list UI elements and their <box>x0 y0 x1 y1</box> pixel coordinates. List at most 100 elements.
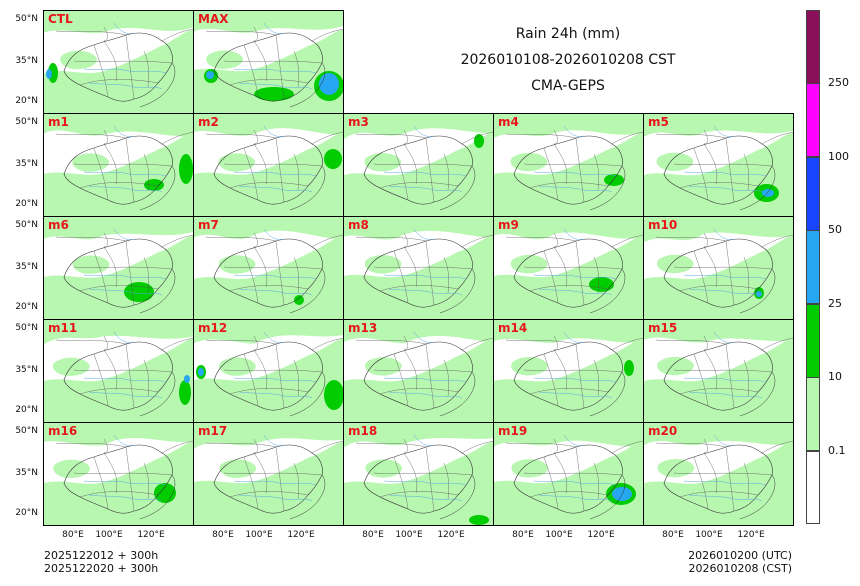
country-border <box>513 341 623 411</box>
light-rain-area <box>72 153 109 172</box>
coastline <box>289 165 326 211</box>
latitude-label: 20°N <box>15 96 38 106</box>
province-border <box>93 353 109 407</box>
river <box>88 288 163 296</box>
province-border <box>275 137 285 203</box>
river <box>533 480 617 486</box>
latitude-label: 20°N <box>15 302 38 312</box>
province-border <box>703 335 708 351</box>
light-rain-area <box>194 441 343 525</box>
map-panel-m11: m11 <box>43 319 194 423</box>
light-rain-area <box>644 132 793 216</box>
province-border <box>161 28 193 42</box>
map-panel-m18: m18 <box>343 422 494 526</box>
province-border <box>403 335 408 351</box>
map-panel-m20: m20 <box>643 422 794 526</box>
province-border <box>393 456 409 510</box>
province-border <box>355 236 427 242</box>
country-border <box>63 341 173 411</box>
province-border <box>529 285 609 292</box>
river <box>713 228 735 240</box>
country-border <box>213 238 323 308</box>
province-border <box>253 40 267 82</box>
longitude-label: 120°E <box>737 530 765 540</box>
province-border <box>55 133 127 139</box>
province-border <box>461 131 493 145</box>
river <box>688 391 763 399</box>
member-label: m8 <box>348 218 369 232</box>
rain-map <box>494 114 643 216</box>
moderate-rain-area <box>469 515 489 525</box>
province-border <box>761 131 793 145</box>
colorbar-segment <box>806 450 820 525</box>
light-rain-area <box>44 114 193 137</box>
province-border <box>655 442 727 448</box>
river <box>713 125 735 137</box>
province-border <box>523 163 623 167</box>
colorbar-tick-label: 25 <box>828 296 842 310</box>
rain-map <box>44 114 193 216</box>
province-border <box>393 147 409 201</box>
heavy-rain-area <box>184 375 190 383</box>
light-rain-area <box>44 11 193 33</box>
moderate-rain-area <box>154 483 176 503</box>
rain-map <box>494 423 643 525</box>
province-border <box>103 335 108 351</box>
colorbar-tick-label: 0.1 <box>828 443 846 457</box>
province-border <box>161 440 193 454</box>
province-border <box>253 143 267 185</box>
rain-map <box>44 11 193 113</box>
province-border <box>673 369 773 373</box>
province-border <box>73 163 173 167</box>
river <box>113 434 135 446</box>
province-border <box>673 472 773 476</box>
rain-map <box>344 423 493 525</box>
light-rain-area <box>364 153 402 172</box>
province-border <box>103 438 108 454</box>
moderate-rain-area <box>604 174 624 186</box>
province-border <box>655 236 727 242</box>
province-border <box>143 153 149 191</box>
moderate-rain-area <box>294 295 304 305</box>
province-border <box>461 234 493 248</box>
province-border <box>693 353 709 407</box>
member-label: m2 <box>198 115 219 129</box>
river <box>233 480 317 486</box>
light-rain-area <box>344 114 493 140</box>
province-border <box>743 256 749 294</box>
province-border <box>243 353 259 407</box>
coastline <box>139 62 176 108</box>
province-border <box>505 133 577 139</box>
river <box>113 331 135 343</box>
river <box>713 434 735 446</box>
river <box>88 82 163 90</box>
river <box>263 125 285 137</box>
province-border <box>125 137 135 203</box>
province-border <box>293 50 299 88</box>
province-border <box>253 26 258 42</box>
colorbar-segment <box>806 303 820 378</box>
province-border <box>79 491 159 498</box>
map-panel-m7: m7 <box>193 216 344 320</box>
province-border <box>275 240 285 306</box>
footer-right: 2026010200 (UTC) 2026010208 (CST) <box>680 549 792 575</box>
river <box>688 288 763 296</box>
latitude-label: 20°N <box>15 199 38 209</box>
light-rain-area <box>494 217 643 239</box>
colorbar-segment <box>806 230 820 305</box>
province-border <box>393 250 409 304</box>
province-border <box>143 359 149 397</box>
province-border <box>679 388 759 395</box>
province-border <box>55 442 127 448</box>
province-border <box>55 236 127 242</box>
valid-time-utc: 2026010200 (UTC) <box>688 549 792 562</box>
rain-map <box>194 11 343 113</box>
latitude-label: 50°N <box>15 220 38 230</box>
light-rain-area <box>44 423 193 446</box>
coastline <box>739 165 776 211</box>
province-border <box>229 491 309 498</box>
province-border <box>655 133 727 139</box>
light-rain-area <box>218 153 256 172</box>
latitude-label: 50°N <box>15 117 38 127</box>
light-rain-area <box>494 441 643 525</box>
